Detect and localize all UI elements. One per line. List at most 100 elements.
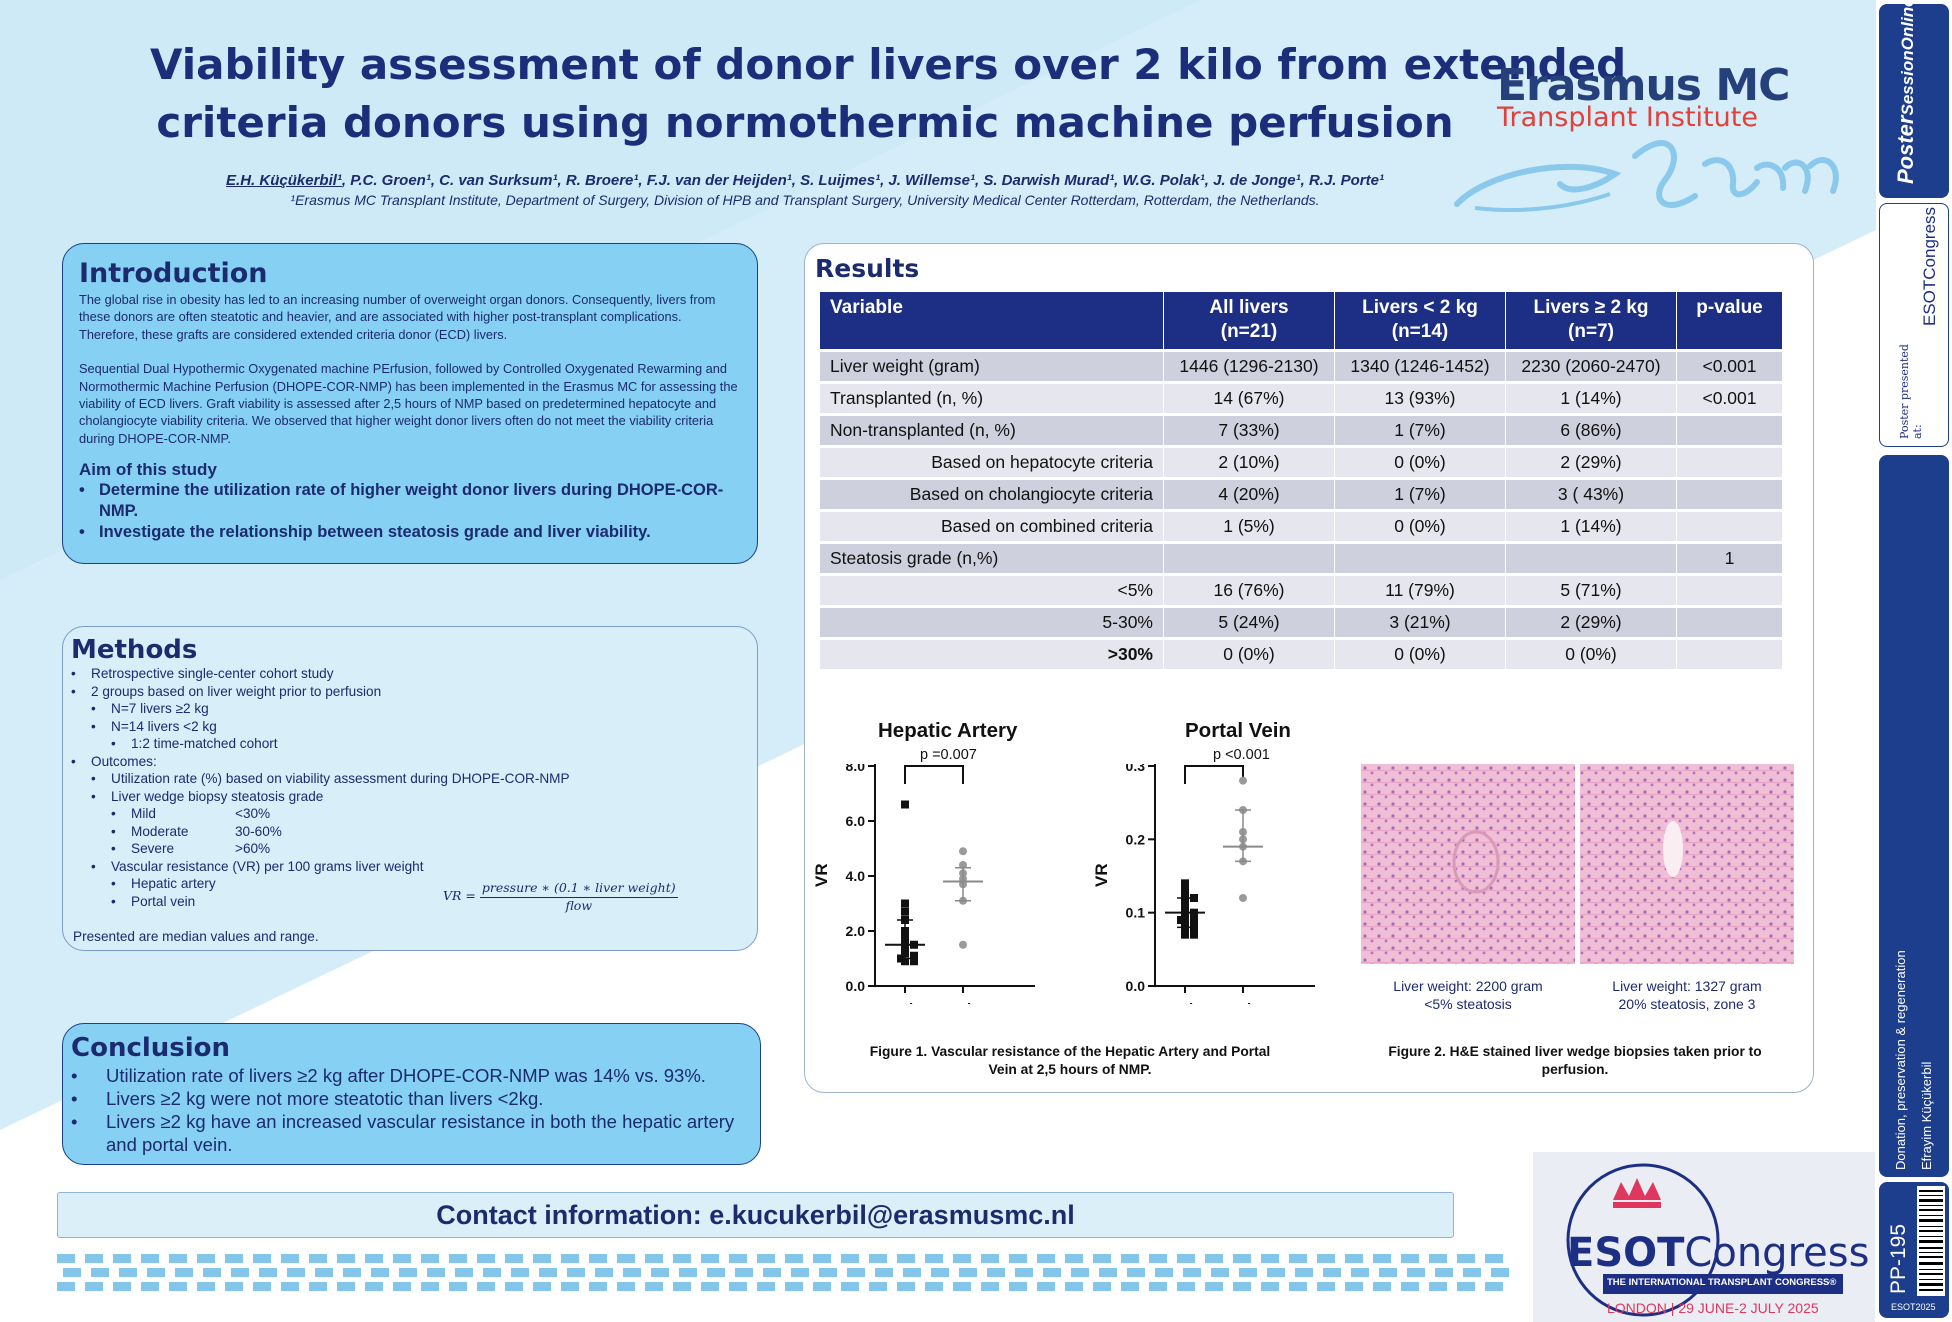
- table-row: Based on combined criteria 1 (5%) 0 (0%) 1 …: [820, 512, 1782, 541]
- x-tick-label: > 2 kg: [942, 1001, 985, 1004]
- data-point: [959, 940, 967, 949]
- methods-list: • Retrospective single-center cohort stud…: [71, 665, 749, 910]
- dash: [841, 1282, 859, 1291]
- image1-caption: Liver weight: 2200 gram <5% steatosis: [1393, 978, 1543, 1012]
- y-tick-label: 0.0: [846, 978, 866, 994]
- dash: [925, 1282, 943, 1291]
- list-item: • Severe >60%: [111, 841, 271, 856]
- col-header: Livers ≥ 2 kg (n=7): [1506, 292, 1676, 349]
- x-tick-label: < 2 kg: [1164, 1001, 1207, 1004]
- y-tick-label: 6.0: [846, 813, 866, 829]
- dash: [953, 1282, 971, 1291]
- dash: [1491, 1268, 1509, 1277]
- dash: [147, 1268, 165, 1277]
- dash: [399, 1268, 417, 1277]
- dash: [225, 1254, 243, 1263]
- dash: [1155, 1268, 1173, 1277]
- table-row: >30% 0 (0%) 0 (0%) 0 (0%): [820, 640, 1782, 669]
- dash: [169, 1254, 187, 1263]
- data-point: [1190, 930, 1198, 939]
- col-header: All livers (n=21): [1164, 292, 1334, 349]
- data-point: [1190, 923, 1198, 932]
- dash: [1093, 1254, 1111, 1263]
- list-item: • Liver wedge biopsy steatosis grade: [91, 788, 324, 804]
- dash: [63, 1268, 81, 1277]
- dash: [113, 1254, 131, 1263]
- dash: [645, 1282, 663, 1291]
- dash: [253, 1282, 271, 1291]
- dash: [365, 1254, 383, 1263]
- dash: [337, 1254, 355, 1263]
- y-tick-label: 8.0: [846, 764, 866, 774]
- table-row: Based on hepatocyte criteria 2 (10%) 0 (0%…: [820, 448, 1782, 477]
- dash: [1071, 1268, 1089, 1277]
- dash: [1183, 1268, 1201, 1277]
- dash: [281, 1254, 299, 1263]
- dash: [85, 1282, 103, 1291]
- dash: [119, 1268, 137, 1277]
- decorative-dashes: [57, 1254, 1522, 1294]
- dash: [449, 1282, 467, 1291]
- y-tick-label: 0.0: [1126, 978, 1146, 994]
- dash: [651, 1268, 669, 1277]
- dash: [449, 1254, 467, 1263]
- list-item: Livers ≥2 kg were not more steatotic tha…: [71, 1087, 752, 1110]
- dash: [1323, 1268, 1341, 1277]
- dash: [1043, 1268, 1061, 1277]
- table-row: Based on cholangiocyte criteria 4 (20%) 1 …: [820, 480, 1782, 509]
- list-item: • Hepatic artery: [111, 876, 216, 891]
- poster-title: Viability assessment of donor livers ove…: [150, 40, 1627, 147]
- results-table: Variable All livers (n=21) Livers < 2 kg(…: [819, 289, 1783, 672]
- table-row: Non-transplanted (n, %) 7 (33%) 1 (7%) 6 (8…: [820, 416, 1782, 445]
- dash: [1345, 1282, 1363, 1291]
- dash: [1233, 1282, 1251, 1291]
- data-point: [1177, 916, 1185, 924]
- data-point: [910, 951, 918, 960]
- dash: [113, 1282, 131, 1291]
- dash: [141, 1254, 159, 1263]
- dash: [1015, 1268, 1033, 1277]
- table-row: 5-30% 5 (24%) 3 (21%) 2 (29%): [820, 608, 1782, 637]
- dash: [287, 1268, 305, 1277]
- conclusion-heading: Conclusion: [71, 1033, 231, 1063]
- dash: [225, 1282, 243, 1291]
- methods-note: Presented are median values and range.: [73, 929, 319, 944]
- list-item: • 2 groups based on liver weight prior to…: [71, 683, 382, 699]
- list-item: Livers ≥2 kg have an increased vascular …: [71, 1110, 752, 1156]
- dash: [1435, 1268, 1453, 1277]
- dash: [85, 1254, 103, 1263]
- list-item: • Retrospective single-center cohort stud…: [71, 666, 334, 681]
- list-item: • Vascular resistance (VR) per 100 grams …: [91, 858, 424, 874]
- dash: [1317, 1282, 1335, 1291]
- dash: [371, 1268, 389, 1277]
- dash: [707, 1268, 725, 1277]
- dash: [673, 1254, 691, 1263]
- table-row: <5% 16 (76%) 11 (79%) 5 (71%): [820, 576, 1782, 605]
- introduction-paragraph-2: Sequential Dual Hypothermic Oxygenated m…: [79, 361, 738, 446]
- aim-item: Determine the utilization rate of higher…: [79, 480, 741, 522]
- dash: [729, 1282, 747, 1291]
- barcode-icon: [1917, 1186, 1945, 1296]
- dash: [617, 1282, 635, 1291]
- data-point: [1181, 879, 1189, 888]
- dash: [785, 1254, 803, 1263]
- dash: [57, 1282, 75, 1291]
- data-point: [901, 907, 909, 916]
- image2-caption: Liver weight: 1327 gram 20% steatosis, zo…: [1612, 978, 1762, 1012]
- dash: [813, 1282, 831, 1291]
- conclusion-list: Utilization rate of livers ≥2 kg after D…: [71, 1064, 752, 1156]
- table-row: Transplanted (n, %) 14 (67%) 13 (93%) 1 (14…: [820, 384, 1782, 413]
- methods-heading: Methods: [71, 635, 198, 665]
- introduction-heading: Introduction: [79, 258, 268, 289]
- dash: [567, 1268, 585, 1277]
- dash: [477, 1254, 495, 1263]
- dash: [1379, 1268, 1397, 1277]
- author-list: E.H. Küçükerbil¹, P.C. Groen¹, C. van Su…: [226, 172, 1384, 189]
- sidebar: PosterSessionOnline Poster presented at:…: [1876, 0, 1952, 1322]
- dash: [813, 1254, 831, 1263]
- dash: [1267, 1268, 1285, 1277]
- dash: [365, 1282, 383, 1291]
- dash: [673, 1282, 691, 1291]
- dash: [477, 1282, 495, 1291]
- list-item: Utilization rate of livers ≥2 kg after D…: [71, 1064, 752, 1087]
